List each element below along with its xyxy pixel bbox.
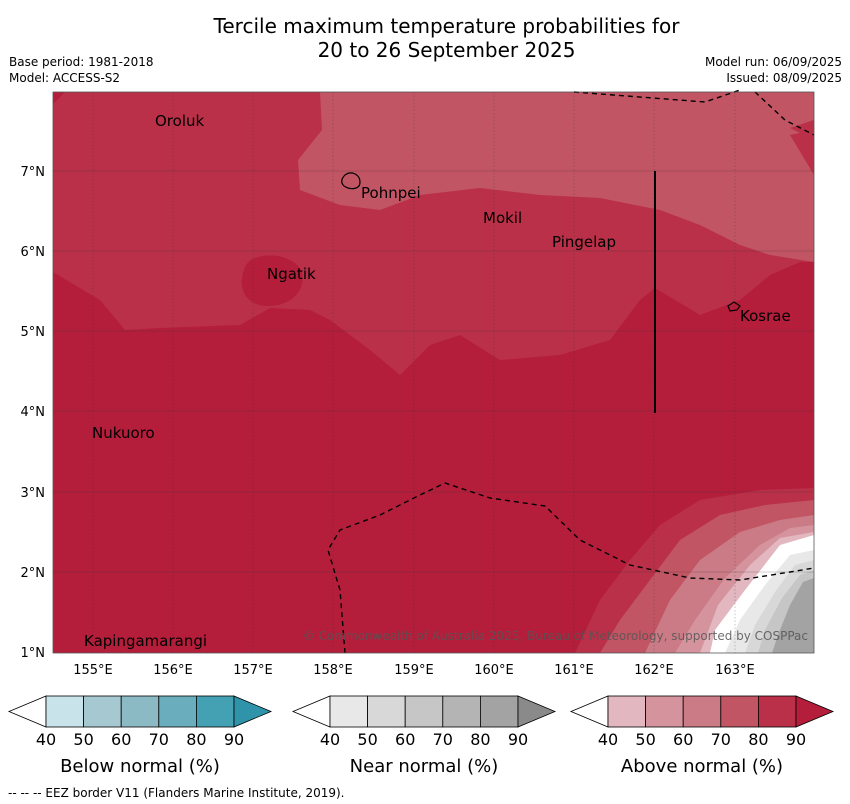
eez-footnote: -- -- -- EEZ border V11 (Flanders Marine…: [8, 786, 345, 800]
place-kapingamarangi: Kapingamarangi: [84, 632, 207, 650]
legend-above-swatch: [645, 695, 684, 728]
place-oroluk: Oroluk: [155, 112, 204, 130]
legend-below-min-triangle: [7, 695, 47, 728]
band-near-70: [772, 578, 814, 653]
legend-above-swatch: [720, 695, 759, 728]
band-corner-topleft: [53, 92, 65, 104]
lon-axis-labels: 155°E 156°E 157°E 158°E 159°E 160°E 161°…: [73, 663, 755, 678]
title-line-2: 20 to 26 September 2025: [317, 38, 576, 62]
legend-above-tick: 40: [598, 730, 618, 749]
legend-below-swatch: [195, 695, 235, 728]
legend-below-tick: 80: [186, 730, 206, 749]
legend-above-tick: 80: [748, 730, 768, 749]
legend-near-tick: 80: [470, 730, 490, 749]
legend-above-swatch: [758, 695, 797, 728]
place-pingelap: Pingelap: [552, 233, 616, 251]
probability-field: [53, 92, 814, 653]
legend-below-swatch: [158, 695, 197, 728]
legend-below-tick: 90: [224, 730, 244, 749]
legend-near-min-triangle: [291, 695, 331, 728]
legend-below-label: Below normal (%): [60, 756, 220, 777]
lat-label: 6°N: [21, 245, 46, 260]
band-ngatik-blob: [241, 255, 303, 306]
lon-label: 159°E: [394, 663, 434, 678]
lat-axis-labels: 7°N 6°N 5°N 4°N 3°N 2°N 1°N: [21, 165, 46, 661]
place-mokil: Mokil: [483, 209, 522, 227]
pohnpei-island-icon: [341, 172, 361, 190]
legend-above-swatch: [607, 695, 646, 728]
lon-label: 163°E: [715, 663, 755, 678]
legend-above-swatch: [682, 695, 722, 728]
legend-near-tick: 40: [320, 730, 340, 749]
base-period: Base period: 1981-2018: [9, 55, 154, 69]
kosrae-island-icon: [727, 301, 741, 312]
legend-below-swatch: [120, 695, 160, 728]
lat-label: 5°N: [21, 325, 46, 340]
lon-label: 162°E: [634, 663, 674, 678]
legend-below-tick: 60: [111, 730, 131, 749]
legend-below-tick: 40: [36, 730, 56, 749]
lat-label: 2°N: [21, 566, 46, 581]
lat-label: 3°N: [21, 486, 46, 501]
legend-below-swatch: [45, 695, 84, 728]
lon-label: 160°E: [474, 663, 514, 678]
legend-below-max-triangle: [233, 695, 273, 728]
legend-above-label: Above normal (%): [620, 756, 784, 777]
lat-grid-lines: [53, 170, 814, 573]
legend-below-tick: 70: [149, 730, 169, 749]
model-name: Model: ACCESS-S2: [9, 71, 121, 85]
colorbar-legends: 40 50 60 70 80 90 40 50 60 70 80 90 40 50 60 70 80 90: [7, 695, 835, 749]
legend-near-max-triangle: [517, 695, 557, 728]
legend-above-tick: 70: [711, 730, 731, 749]
lon-label: 157°E: [233, 663, 273, 678]
legend-near-tick: 70: [433, 730, 453, 749]
place-ngatik: Ngatik: [267, 265, 316, 283]
legend-near-tick: 60: [395, 730, 415, 749]
legend-above-min-triangle: [569, 695, 609, 728]
legend-near-swatch: [442, 695, 481, 728]
lat-label: 4°N: [21, 405, 46, 420]
meta-left: Base period: 1981-2018 Model: ACCESS-S2: [9, 54, 154, 86]
legend-below-swatch: [83, 695, 122, 728]
map-title: Tercile maximum temperature probabilitie…: [0, 14, 850, 62]
lon-label: 156°E: [153, 663, 193, 678]
legend-above-max-triangle: [795, 695, 835, 728]
legend-above-tick: 90: [786, 730, 806, 749]
legend-near-tick: 90: [508, 730, 528, 749]
legend-near-swatch: [367, 695, 406, 728]
lon-label: 158°E: [313, 663, 353, 678]
legend-near-label: Near normal (%): [349, 756, 499, 777]
place-labels: Oroluk Pohnpei Mokil Pingelap Ngatik Kos…: [84, 112, 791, 650]
lat-label: 1°N: [21, 646, 46, 661]
legend-below-tick: 50: [73, 730, 93, 749]
lon-label: 161°E: [554, 663, 594, 678]
place-kosrae: Kosrae: [740, 307, 791, 325]
legend-above-tick: 60: [673, 730, 693, 749]
title-line-1: Tercile maximum temperature probabilitie…: [213, 14, 680, 38]
place-nukuoro: Nukuoro: [92, 424, 155, 442]
meta-right: Model run: 06/09/2025 Issued: 08/09/2025: [705, 54, 842, 86]
place-pohnpei: Pohnpei: [361, 184, 421, 202]
lat-label: 7°N: [21, 165, 46, 180]
legend-near-tick: 50: [357, 730, 377, 749]
lon-label: 155°E: [73, 663, 113, 678]
legend-near-swatch: [404, 695, 444, 728]
model-run: Model run: 06/09/2025: [704, 55, 842, 69]
eez-borders: [327, 89, 815, 654]
legend-above-tick: 50: [635, 730, 655, 749]
map-frame: [52, 91, 815, 654]
legend-near-swatch: [329, 695, 368, 728]
copyright-notice: © Commonwealth of Australia 2025, Bureau…: [303, 629, 808, 643]
band-above-70: [298, 92, 814, 262]
issued-date: Issued: 08/09/2025: [726, 71, 842, 85]
legend-near-swatch: [479, 695, 519, 728]
band-corner-topright: [790, 120, 814, 140]
